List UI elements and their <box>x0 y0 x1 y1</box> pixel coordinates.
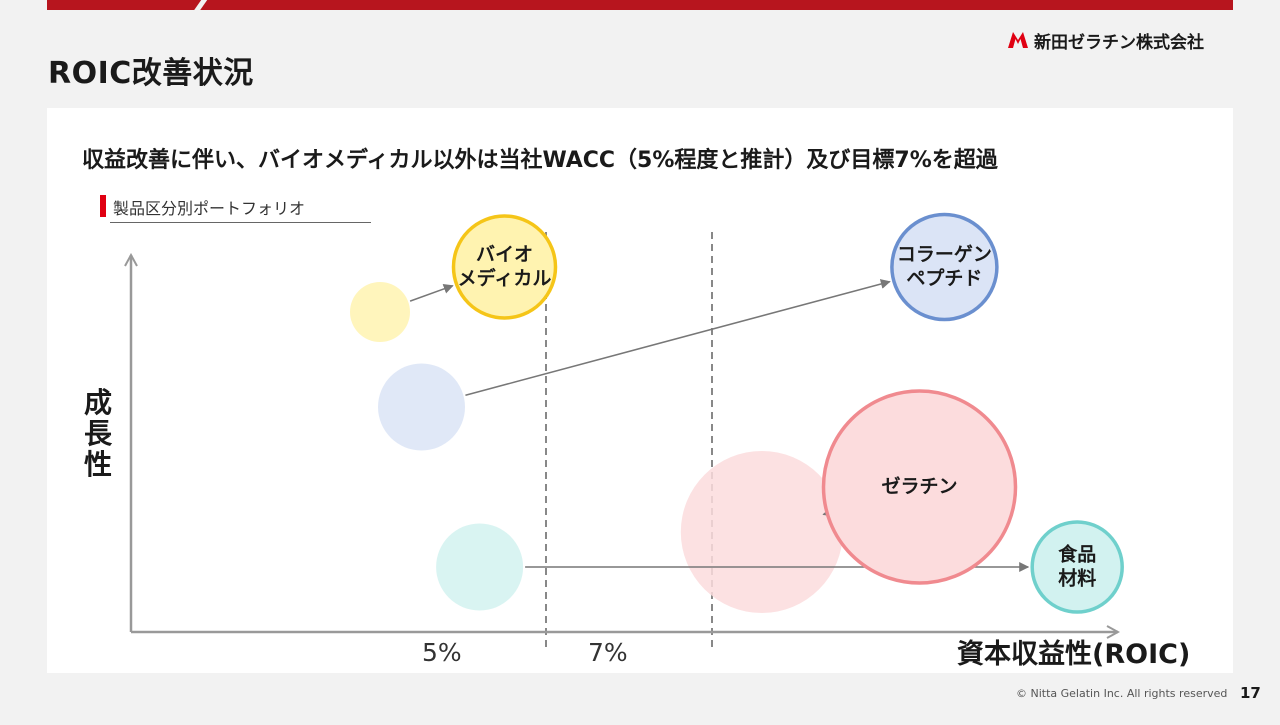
page-title: ROIC改善状況 <box>48 56 254 91</box>
bubble-label-0-0: バイオ <box>476 244 533 266</box>
section-underline <box>110 222 371 223</box>
company-logo-icon <box>1008 32 1028 48</box>
company-logo: 新田ゼラチン株式会社 <box>1006 27 1204 53</box>
bubble-previous-1 <box>378 363 465 451</box>
bubble-previous-3 <box>436 523 524 611</box>
section-marker <box>100 195 106 217</box>
bubble-label-2-0: ゼラチン <box>881 475 957 498</box>
page-number: 17 <box>1240 684 1261 702</box>
bubble-label-3-0: 食品 <box>1058 543 1096 566</box>
trend-arrow-1 <box>465 279 891 396</box>
bubble-previous-2 <box>680 451 843 613</box>
bubble-label-1-1: ペプチド <box>906 267 982 290</box>
copyright-text: © Nitta Gelatin Inc. All rights reserved <box>1016 687 1228 700</box>
bubble-previous-0 <box>350 282 410 342</box>
y-axis-label: 成長性 <box>83 386 112 481</box>
top-accent-bar <box>47 0 1233 10</box>
ref-line-label-5: 5% <box>422 638 462 667</box>
bubble-label-3-1: 材料 <box>1058 567 1096 590</box>
bubble-current-3 <box>1030 520 1124 614</box>
trend-arrow-0 <box>409 284 454 302</box>
section-label: 製品区分別ポートフォリオ <box>113 199 306 218</box>
bubble-current-2 <box>821 389 1018 585</box>
slide-subtitle: 収益改善に伴い、バイオメディカル以外は当社WACC（5%程度と推計）及び目標7%… <box>82 148 998 173</box>
ref-line-label-7: 7% <box>588 638 628 667</box>
bubble-label-1-0: コラーゲン <box>897 244 992 266</box>
bubble-label-0-1: メディカル <box>458 267 552 290</box>
bubble-current-1 <box>890 212 999 322</box>
x-axis-label: 資本収益性(ROIC) <box>957 639 1191 670</box>
bubble-current-0 <box>451 214 558 320</box>
company-name: 新田ゼラチン株式会社 <box>1034 32 1204 53</box>
